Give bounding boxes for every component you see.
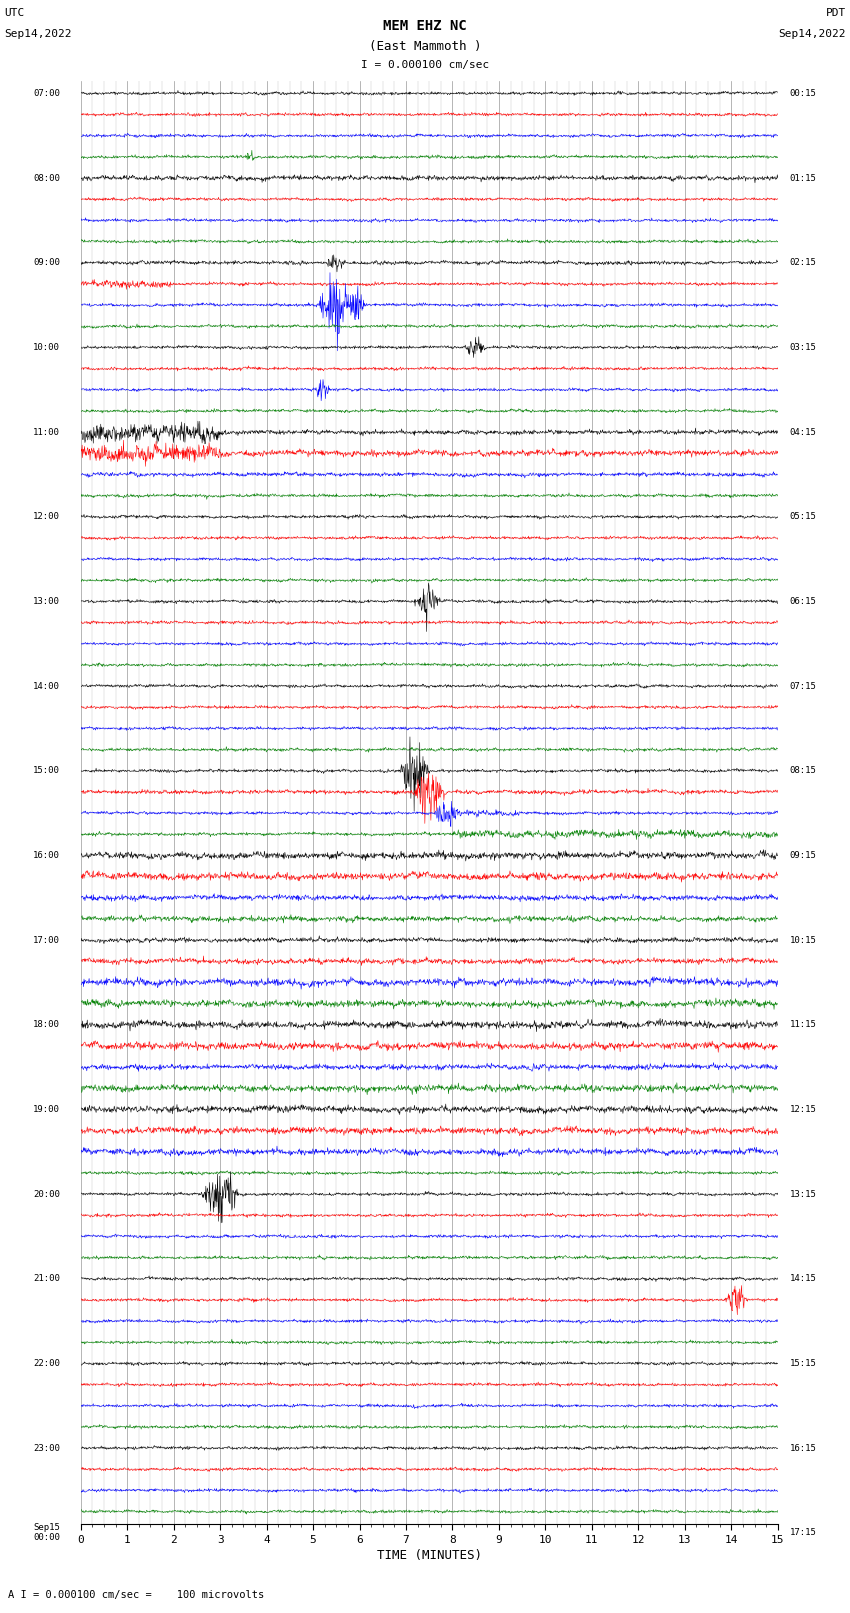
Text: 17:00: 17:00 — [33, 936, 60, 945]
Text: 12:00: 12:00 — [33, 513, 60, 521]
Text: 04:15: 04:15 — [790, 427, 816, 437]
Text: 18:00: 18:00 — [33, 1021, 60, 1029]
Text: 14:00: 14:00 — [33, 682, 60, 690]
Text: Sep14,2022: Sep14,2022 — [4, 29, 71, 39]
Text: (East Mammoth ): (East Mammoth ) — [369, 40, 481, 53]
Text: 08:00: 08:00 — [33, 174, 60, 182]
Text: 07:15: 07:15 — [790, 682, 816, 690]
Text: 23:00: 23:00 — [33, 1444, 60, 1453]
Text: 11:15: 11:15 — [790, 1021, 816, 1029]
Text: UTC: UTC — [4, 8, 25, 18]
Text: 11:00: 11:00 — [33, 427, 60, 437]
Text: 19:00: 19:00 — [33, 1105, 60, 1115]
Text: 21:00: 21:00 — [33, 1274, 60, 1284]
Text: 05:15: 05:15 — [790, 513, 816, 521]
Text: 00:15: 00:15 — [790, 89, 816, 98]
Text: Sep14,2022: Sep14,2022 — [779, 29, 846, 39]
Text: 08:15: 08:15 — [790, 766, 816, 776]
Text: 12:15: 12:15 — [790, 1105, 816, 1115]
Text: A I = 0.000100 cm/sec =    100 microvolts: A I = 0.000100 cm/sec = 100 microvolts — [8, 1590, 264, 1600]
Text: 10:15: 10:15 — [790, 936, 816, 945]
Text: 07:00: 07:00 — [33, 89, 60, 98]
Text: 17:15: 17:15 — [790, 1528, 816, 1537]
Text: 09:00: 09:00 — [33, 258, 60, 268]
Text: I = 0.000100 cm/sec: I = 0.000100 cm/sec — [361, 60, 489, 69]
Text: 10:00: 10:00 — [33, 344, 60, 352]
X-axis label: TIME (MINUTES): TIME (MINUTES) — [377, 1548, 482, 1561]
Text: 20:00: 20:00 — [33, 1189, 60, 1198]
Text: 03:15: 03:15 — [790, 344, 816, 352]
Text: 16:00: 16:00 — [33, 852, 60, 860]
Text: 01:15: 01:15 — [790, 174, 816, 182]
Text: MEM EHZ NC: MEM EHZ NC — [383, 19, 467, 34]
Text: 15:15: 15:15 — [790, 1358, 816, 1368]
Text: 14:15: 14:15 — [790, 1274, 816, 1284]
Text: 02:15: 02:15 — [790, 258, 816, 268]
Text: PDT: PDT — [825, 8, 846, 18]
Text: 13:15: 13:15 — [790, 1189, 816, 1198]
Text: 16:15: 16:15 — [790, 1444, 816, 1453]
Text: 15:00: 15:00 — [33, 766, 60, 776]
Text: 22:00: 22:00 — [33, 1358, 60, 1368]
Text: 13:00: 13:00 — [33, 597, 60, 606]
Text: 09:15: 09:15 — [790, 852, 816, 860]
Text: Sep15
00:00: Sep15 00:00 — [33, 1523, 60, 1542]
Text: 06:15: 06:15 — [790, 597, 816, 606]
